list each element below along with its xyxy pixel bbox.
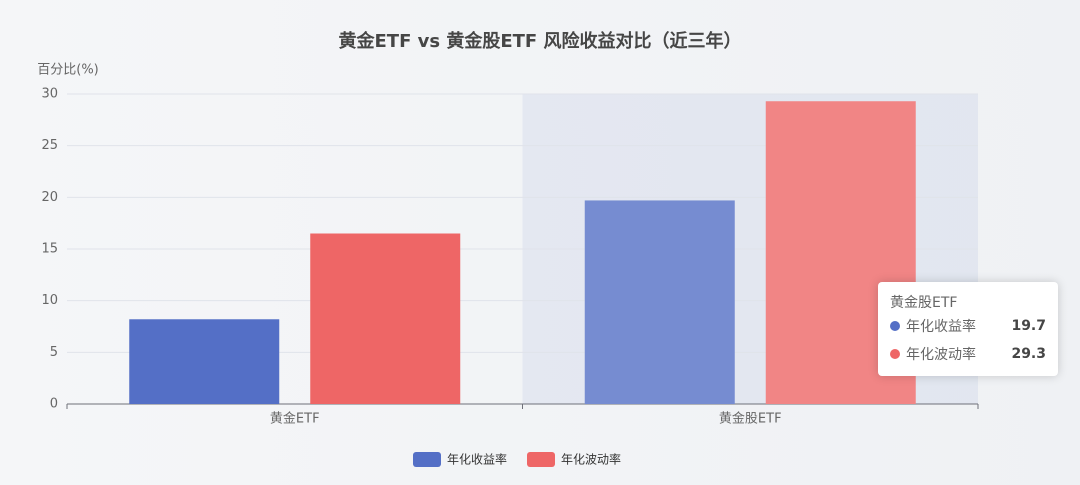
bar <box>584 200 735 404</box>
x-tick-label: 黄金股ETF <box>719 411 782 427</box>
x-tick-label: 黄金ETF <box>270 411 320 427</box>
y-tick-label: 15 <box>41 242 58 257</box>
y-tick-label: 10 <box>41 293 58 308</box>
y-tick-label: 0 <box>50 397 58 412</box>
tooltip-value: 29.3 <box>1011 346 1046 362</box>
y-tick-label: 30 <box>41 87 58 102</box>
y-tick-label: 25 <box>41 138 58 153</box>
tooltip-dot <box>890 349 900 359</box>
legend-label: 年化收益率 <box>447 452 507 467</box>
y-tick-label: 5 <box>50 345 58 360</box>
y-tick-label: 20 <box>41 190 58 205</box>
y-axis-label: 百分比(%) <box>37 63 99 78</box>
tooltip-row: 年化波动率 29.3 <box>890 340 1046 368</box>
legend-swatch <box>527 452 555 467</box>
bar <box>310 233 461 404</box>
tooltip-label: 年化波动率 <box>906 347 976 363</box>
tooltip-row: 年化收益率 19.7 <box>890 312 1046 340</box>
tooltip-title: 黄金股ETF <box>890 295 958 311</box>
bar <box>129 319 280 404</box>
tooltip: 黄金股ETF 年化收益率 19.7 年化波动率 29.3 <box>878 282 1058 376</box>
chart-title: 黄金ETF vs 黄金股ETF 风险收益对比（近三年） <box>339 30 742 52</box>
tooltip-value: 19.7 <box>1011 318 1046 334</box>
legend-label: 年化波动率 <box>561 452 621 467</box>
tooltip-label: 年化收益率 <box>906 319 976 335</box>
legend-swatch <box>413 452 441 467</box>
tooltip-dot <box>890 321 900 331</box>
